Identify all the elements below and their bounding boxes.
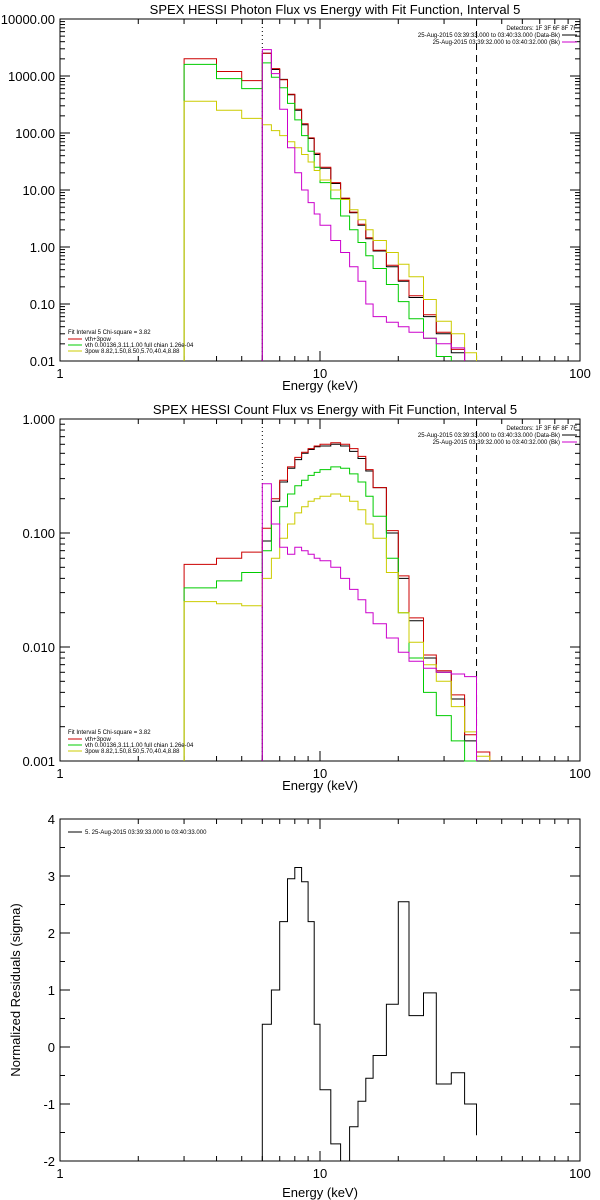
count-flux-legend-bk: 25-Aug-2015 03:39:32.000 to 03:40:32.000… <box>433 440 560 446</box>
count-flux-ytick-label: 0.100 <box>22 526 55 541</box>
count-flux-series-2 <box>183 466 477 762</box>
residuals-series-0 <box>261 867 477 1162</box>
photon-flux-legend-bk: 25-Aug-2015 03:39:32.000 to 03:40:32.000… <box>433 40 560 46</box>
residuals-ytick-label: 2 <box>48 926 55 941</box>
count-flux-series-4 <box>261 483 477 761</box>
photon-flux-ytick-label: 10000.00 <box>1 12 55 27</box>
photon-flux-legend-3pow: 3pow 8.82,1.50,8.50,5.70,40.4,8.88 <box>85 349 180 355</box>
count-flux-xtick-label: 10 <box>313 766 327 781</box>
residuals-plot-frame <box>59 818 581 1162</box>
photon-flux-plot-frame <box>59 18 581 362</box>
photon-flux-detectors: Detectors: 1F 3F 6F 8F 7F <box>506 26 577 32</box>
count-flux-panel: SPEX HESSI Count Flux vs Energy with Fit… <box>22 402 590 793</box>
photon-flux-xtick-label: 1 <box>56 366 63 381</box>
count-flux-legend-data: 25-Aug-2015 03:39:33.000 to 03:40:33.000… <box>418 433 560 439</box>
count-flux-series <box>183 419 491 762</box>
count-flux-title: SPEX HESSI Count Flux vs Energy with Fit… <box>153 402 517 417</box>
count-flux-fit-info: Fit Interval 5 Chi-square = 3.82 <box>68 730 151 736</box>
photon-flux-series-3 <box>183 100 477 361</box>
photon-flux-fit-info: Fit Interval 5 Chi-square = 3.82 <box>68 330 151 336</box>
residuals-xtick-label: 10 <box>313 1166 327 1181</box>
photon-flux-legend-total: vth+3pow <box>85 337 112 343</box>
photon-flux-ytick-label: 10.00 <box>22 183 55 198</box>
photon-flux-legend-data: 25-Aug-2015 03:39:33.000 to 03:40:33.000… <box>418 33 560 39</box>
residuals-xtick-label: 1 <box>56 1166 63 1181</box>
photon-flux-xlabel: Energy (keV) <box>282 378 358 393</box>
residuals-legend: 5. 25-Aug-2015 03:39:33.000 to 03:40:33.… <box>85 830 207 836</box>
photon-flux-xtick-label: 100 <box>569 366 591 381</box>
residuals-ytick-label: -1 <box>43 1097 55 1112</box>
photon-flux-series-4 <box>261 49 466 361</box>
count-flux-xlabel: Energy (keV) <box>282 778 358 793</box>
residuals-xlabel: Energy (keV) <box>282 1185 358 1200</box>
residuals-series <box>261 867 477 1162</box>
residuals-ytick-label: 1 <box>48 983 55 998</box>
photon-flux-axes: 1 10 100 10000.00 1000.00 100.00 10.00 1.00 0.10… <box>1 12 591 381</box>
residuals-ytick-label: -2 <box>43 1154 55 1169</box>
photon-flux-ytick-label: 0.10 <box>30 297 55 312</box>
count-flux-xtick-label: 1 <box>56 766 63 781</box>
photon-flux-panel: SPEX HESSI Photon Flux vs Energy with Fi… <box>1 2 591 393</box>
photon-flux-series <box>183 19 478 361</box>
photon-flux-series-2 <box>183 62 452 361</box>
count-flux-ytick-label: 1.000 <box>22 412 55 427</box>
count-flux-legend-vth: vth 0.00136,3.11,1.00 full chian 1.26e-0… <box>85 743 194 749</box>
count-flux-axes: 1 10 100 1.000 0.100 0.010 0.001 <box>22 412 590 781</box>
count-flux-ytick-label: 0.010 <box>22 640 55 655</box>
photon-flux-ytick-label: 1.00 <box>30 240 55 255</box>
photon-flux-series-1 <box>183 52 466 361</box>
photon-flux-xtick-label: 10 <box>313 366 327 381</box>
residuals-xtick-label: 100 <box>569 1166 591 1181</box>
count-flux-legend-total: vth+3pow <box>85 737 112 743</box>
photon-flux-ytick-label: 0.01 <box>30 354 55 369</box>
count-flux-series-1 <box>183 442 491 761</box>
count-flux-series-3 <box>183 493 491 761</box>
count-flux-detectors: Detectors: 1F 3F 6F 8F 7F <box>506 426 577 432</box>
residuals-ytick-label: 3 <box>48 869 55 884</box>
residuals-ytick-label: 0 <box>48 1040 55 1055</box>
count-flux-ytick-label: 0.001 <box>22 754 55 769</box>
photon-flux-title: SPEX HESSI Photon Flux vs Energy with Fi… <box>150 2 521 17</box>
photon-flux-ytick-label: 100.00 <box>15 126 55 141</box>
count-flux-xtick-label: 100 <box>569 766 591 781</box>
residuals-ytick-label: 4 <box>48 812 55 827</box>
count-flux-legend-3pow: 3pow 8.82,1.50,8.50,5.70,40.4,8.88 <box>85 749 180 755</box>
photon-flux-ytick-label: 1000.00 <box>8 69 55 84</box>
residuals-ylabel: Normalized Residuals (sigma) <box>8 903 23 1076</box>
photon-flux-legend-vth: vth 0.00136,3.11,1.00 full chian 1.26e-0… <box>85 343 194 349</box>
